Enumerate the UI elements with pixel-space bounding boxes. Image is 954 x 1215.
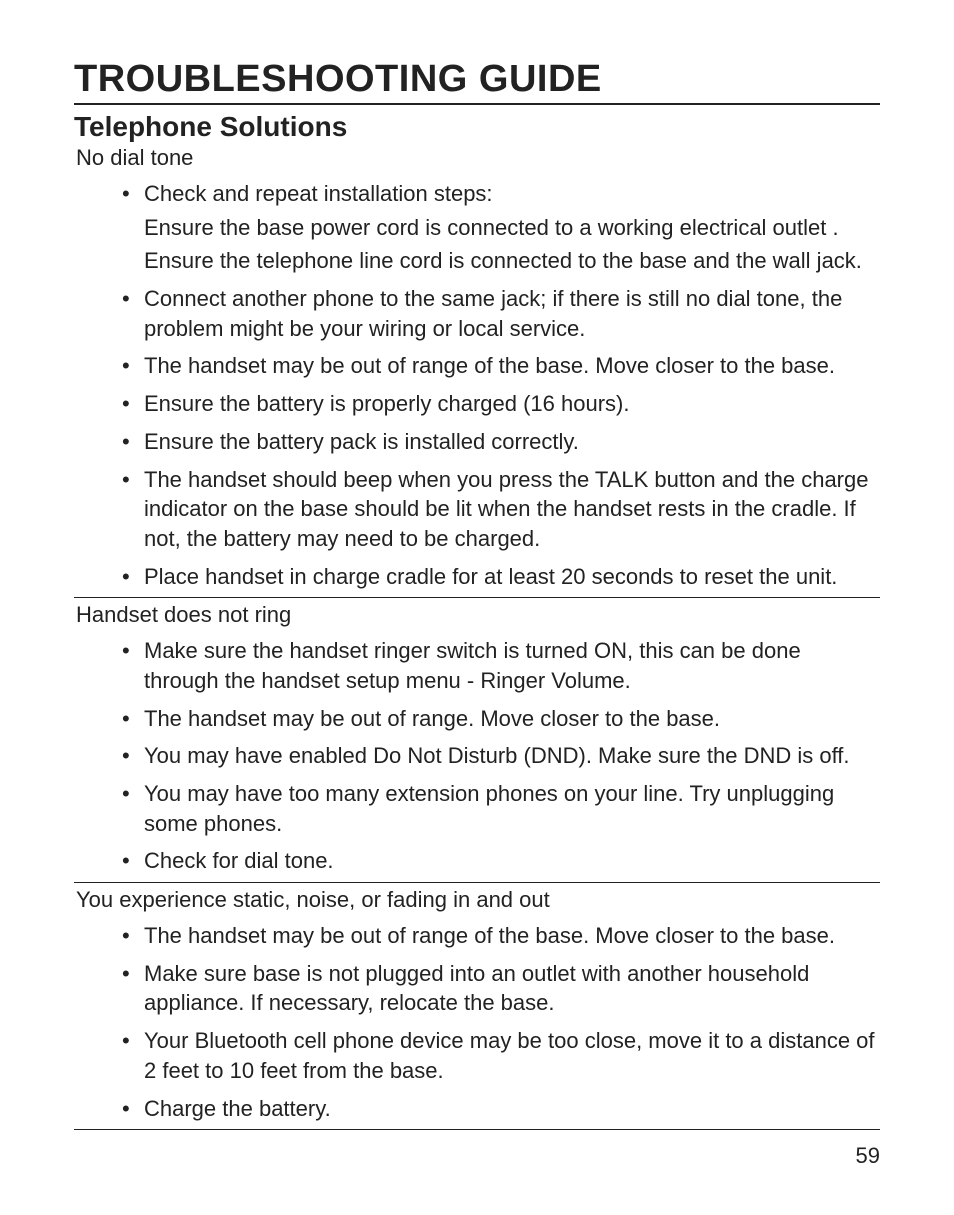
solution-list: The handset may be out of range of the b… — [74, 921, 880, 1130]
solution-item: Make sure the handset ringer switch is t… — [74, 636, 880, 695]
solution-text: The handset may be out of range of the b… — [144, 353, 835, 378]
solution-text: The handset may be out of range of the b… — [144, 923, 835, 948]
solution-text: Check and repeat installation steps: — [144, 181, 493, 206]
solution-item: Your Bluetooth cell phone device may be … — [74, 1026, 880, 1085]
problem-heading: No dial tone — [74, 145, 880, 171]
solution-text: Your Bluetooth cell phone device may be … — [144, 1028, 875, 1083]
solution-list: Make sure the handset ringer switch is t… — [74, 636, 880, 883]
solution-item: You may have enabled Do Not Disturb (DND… — [74, 741, 880, 771]
solution-item: You may have too many extension phones o… — [74, 779, 880, 838]
solution-item: Ensure the battery is properly charged (… — [74, 389, 880, 419]
solution-text: Ensure the battery is properly charged (… — [144, 391, 629, 416]
solution-item: Connect another phone to the same jack; … — [74, 284, 880, 343]
solution-text: You may have enabled Do Not Disturb (DND… — [144, 743, 850, 768]
solution-item: Charge the battery. — [74, 1094, 880, 1124]
solution-subline: Ensure the base power cord is connected … — [144, 213, 880, 243]
solution-text: Check for dial tone. — [144, 848, 334, 873]
solution-text: The handset should beep when you press t… — [144, 467, 868, 551]
solution-item: The handset may be out of range of the b… — [74, 921, 880, 951]
solution-text: Charge the battery. — [144, 1096, 331, 1121]
solution-subline: Ensure the telephone line cord is connec… — [144, 246, 880, 276]
solution-item: The handset may be out of range of the b… — [74, 351, 880, 381]
content-body: No dial tone Check and repeat installatio… — [74, 145, 880, 1130]
solution-text: Connect another phone to the same jack; … — [144, 286, 842, 341]
solution-item: The handset should beep when you press t… — [74, 465, 880, 554]
solution-text: You may have too many extension phones o… — [144, 781, 834, 836]
solution-text: Make sure the handset ringer switch is t… — [144, 638, 801, 693]
page-number: 59 — [856, 1143, 880, 1169]
solution-list: Check and repeat installation steps: Ensu… — [74, 179, 880, 598]
solution-item: Check for dial tone. — [74, 846, 880, 876]
problem-heading: Handset does not ring — [74, 602, 880, 628]
section-subtitle: Telephone Solutions — [74, 111, 880, 143]
solution-text: The handset may be out of range. Move cl… — [144, 706, 720, 731]
solution-item: Make sure base is not plugged into an ou… — [74, 959, 880, 1018]
solution-text: Place handset in charge cradle for at le… — [144, 564, 837, 589]
solution-text: Make sure base is not plugged into an ou… — [144, 961, 809, 1016]
solution-text: Ensure the battery pack is installed cor… — [144, 429, 579, 454]
page-title: TROUBLESHOOTING GUIDE — [74, 58, 880, 105]
solution-item: Ensure the battery pack is installed cor… — [74, 427, 880, 457]
solution-item: Place handset in charge cradle for at le… — [74, 562, 880, 592]
problem-heading: You experience static, noise, or fading … — [74, 887, 880, 913]
solution-item: The handset may be out of range. Move cl… — [74, 704, 880, 734]
solution-item: Check and repeat installation steps: Ensu… — [74, 179, 880, 276]
